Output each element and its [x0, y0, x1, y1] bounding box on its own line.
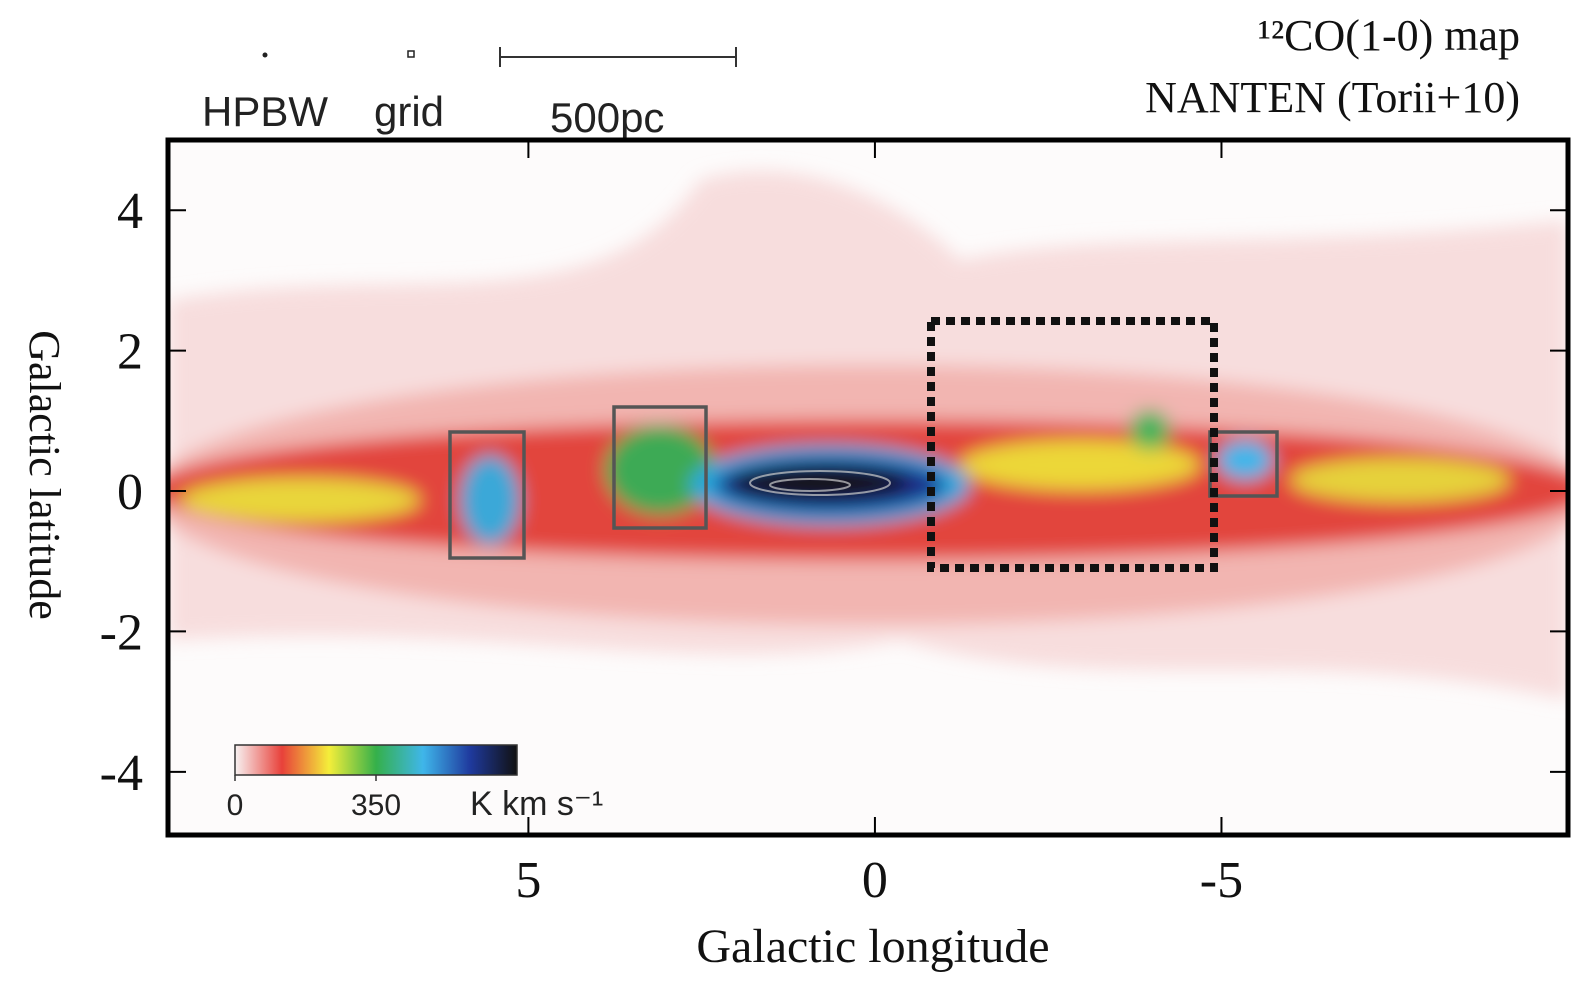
y-tick-label: 4 [117, 183, 143, 240]
grid-label: grid [374, 88, 444, 135]
colorbar-tick-label: 350 [351, 789, 401, 822]
y-axis-title: Galactic latitude [20, 330, 69, 620]
scale-bar [499, 47, 737, 67]
y-tick-label: 2 [117, 324, 143, 381]
map-title: ¹²CO(1-0) map [1258, 11, 1520, 60]
x-tick-label: 5 [515, 852, 541, 909]
y-tick-label: -2 [100, 604, 143, 661]
x-axis-title: Galactic longitude [696, 920, 1049, 973]
grid-symbol [407, 50, 415, 58]
hpbw-symbol [262, 52, 268, 58]
colorbar [234, 744, 518, 776]
colorbar-tick-label: 0 [227, 789, 244, 822]
y-tick-label: -4 [100, 745, 143, 802]
x-tick-label: 0 [862, 852, 888, 909]
co-map [168, 140, 1568, 835]
y-tick-label: 0 [117, 464, 143, 521]
plot-frame [165, 137, 1571, 838]
hpbw-label: HPBW [202, 88, 328, 135]
scale-label: 500pc [550, 94, 664, 141]
x-tick-label: -5 [1200, 852, 1243, 909]
map-subtitle: NANTEN (Torii+10) [1145, 73, 1520, 122]
colorbar-label: K km s⁻¹ [470, 785, 603, 823]
